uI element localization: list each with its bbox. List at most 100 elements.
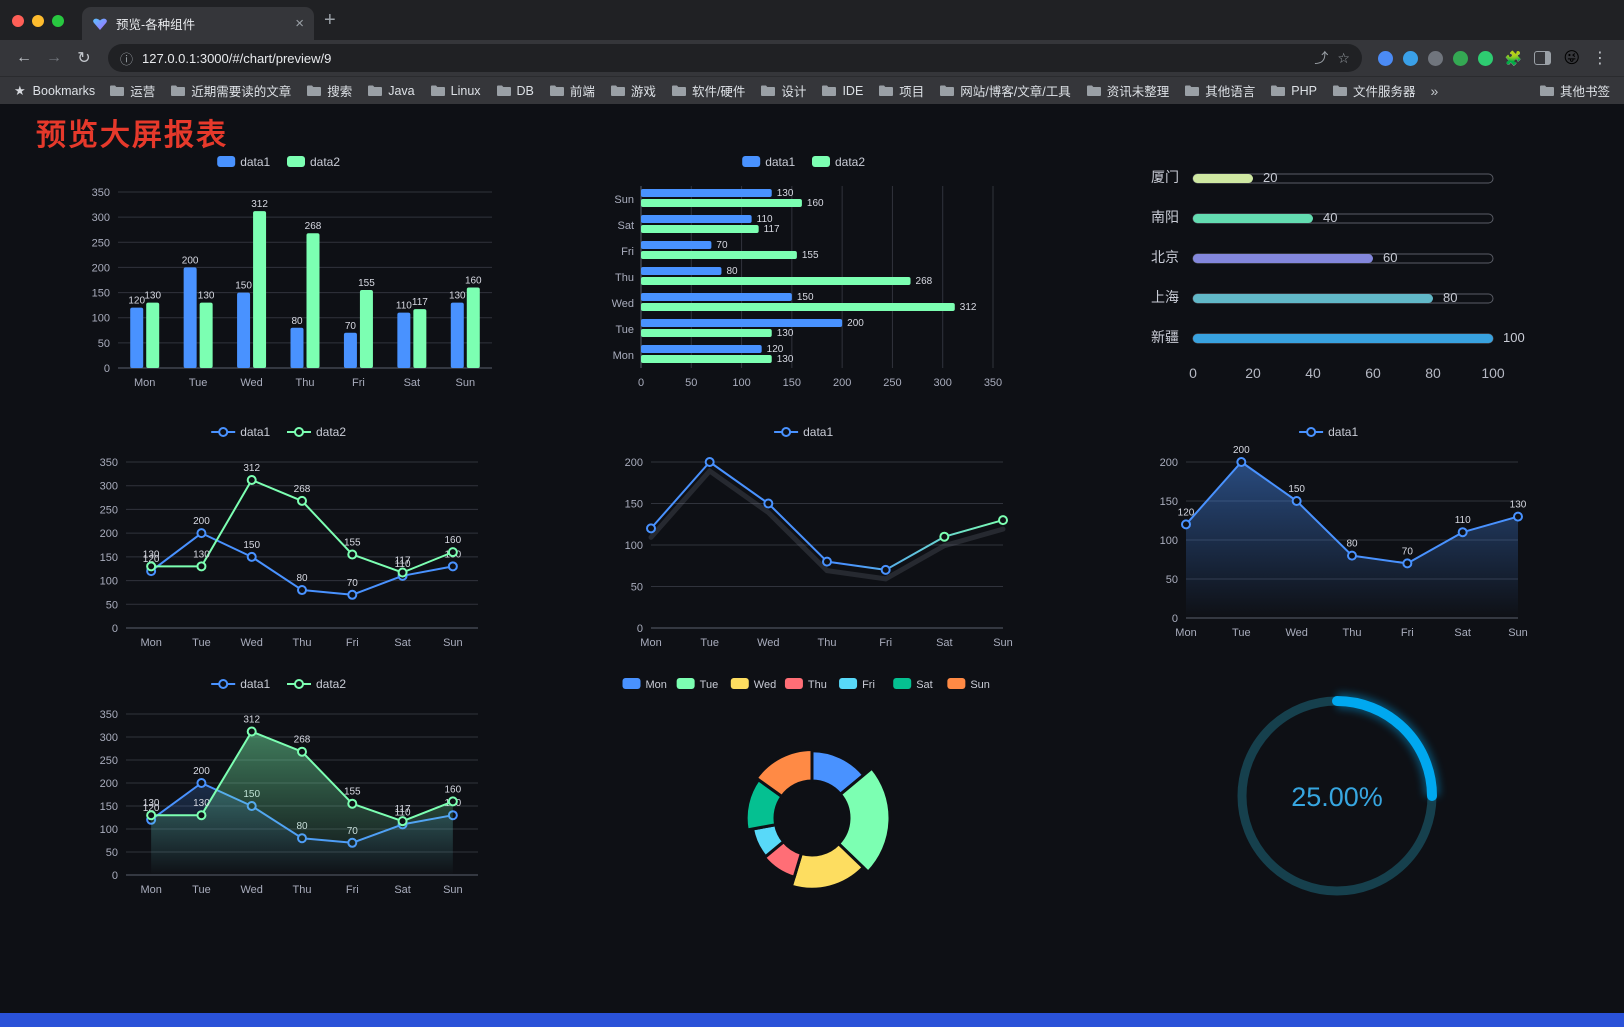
bookmark-folder[interactable]: 软件/硬件 [671, 81, 745, 100]
svg-text:300: 300 [99, 732, 117, 744]
folder-icon [822, 85, 837, 96]
svg-text:Tue: Tue [192, 884, 211, 896]
folder-icon [496, 85, 511, 96]
extension-icon-1[interactable] [1377, 50, 1393, 66]
bookmark-folder[interactable]: 设计 [761, 81, 806, 100]
svg-text:Wed: Wed [240, 377, 262, 389]
svg-text:Thu: Thu [808, 679, 827, 691]
forward-button[interactable]: → [46, 49, 62, 66]
bookmark-star-icon[interactable]: ☆ [1337, 49, 1350, 66]
svg-text:120: 120 [128, 296, 145, 307]
bookmark-folder[interactable]: 资讯未整理 [1086, 81, 1170, 100]
svg-text:120: 120 [142, 554, 159, 565]
city-progress-svg: 厦门 20 南阳 40 北京 60 上海 80 新疆 100 0 20 40 60 80 100 [1151, 169, 1525, 381]
svg-text:Tue: Tue [700, 637, 719, 649]
folder-icon [940, 85, 955, 96]
bookmark-folder[interactable]: PHP [1271, 84, 1317, 98]
svg-text:Sun: Sun [455, 377, 475, 389]
svg-text:Mon: Mon [140, 884, 161, 896]
bookmark-folder[interactable]: 搜索 [307, 81, 352, 100]
bookmark-folder[interactable]: Java [368, 83, 415, 98]
share-icon[interactable]: ⤴ [1314, 50, 1329, 66]
bookmark-folder[interactable]: 项目 [879, 81, 924, 100]
bookmark-folder[interactable]: 运营 [110, 81, 155, 100]
extensions-puzzle-icon[interactable]: 🧩 [1504, 49, 1523, 66]
other-bookmarks[interactable]: 其他书签 [1539, 81, 1610, 100]
other-bookmarks-label: 其他书签 [1559, 85, 1610, 99]
bookmarks-overflow-chevron[interactable]: » [1430, 82, 1439, 99]
bookmark-folder[interactable]: DB [496, 84, 534, 98]
folder-icon [671, 85, 686, 96]
bookmarks-star-icon[interactable]: ★ [14, 82, 26, 98]
svg-text:200: 200 [193, 766, 210, 777]
bookmark-folder[interactable]: 游戏 [610, 81, 656, 100]
bookmark-label: 资讯未整理 [1106, 85, 1170, 99]
svg-text:300: 300 [934, 377, 952, 389]
bookmark-folder[interactable]: 近期需要读的文章 [171, 81, 291, 100]
tab-favicon [93, 18, 107, 30]
svg-text:Sat: Sat [403, 377, 420, 389]
svg-text:Fri: Fri [879, 637, 892, 649]
extension-icon-5[interactable] [1477, 50, 1493, 66]
svg-text:Thu: Thu [1343, 627, 1362, 639]
url-text[interactable]: 127.0.0.1:3000/#/chart/preview/9 [142, 50, 332, 66]
folder-icon [549, 85, 564, 96]
sidebar-icon[interactable] [1534, 51, 1552, 65]
browser-tab[interactable]: 预览-各种组件 × [82, 7, 314, 40]
tab-close-icon[interactable]: × [295, 15, 304, 32]
svg-text:250: 250 [883, 377, 901, 389]
svg-text:130: 130 [197, 291, 214, 302]
svg-text:Sun: Sun [970, 679, 990, 691]
bookmark-folder[interactable]: 文件服务器 [1332, 81, 1415, 100]
back-button[interactable]: ← [16, 49, 32, 66]
new-tab-button[interactable]: + [324, 9, 336, 31]
svg-text:厦门: 厦门 [1151, 169, 1179, 185]
svg-text:110: 110 [396, 301, 412, 312]
svg-text:Fri: Fri [862, 679, 875, 691]
bookmark-folder[interactable]: 前端 [549, 81, 595, 100]
svg-text:100: 100 [99, 824, 117, 836]
close-window-button[interactable] [12, 15, 24, 27]
site-info-icon[interactable]: ⓘ [120, 51, 134, 67]
svg-text:Sat: Sat [936, 637, 953, 649]
svg-text:312: 312 [251, 199, 268, 210]
svg-text:130: 130 [777, 328, 794, 339]
address-bar[interactable]: ⓘ 127.0.0.1:3000/#/chart/preview/9 ⤴ ☆ [108, 44, 1362, 72]
bookmark-folder[interactable]: IDE [822, 84, 863, 98]
zoom-window-button[interactable] [52, 15, 64, 27]
svg-text:130: 130 [193, 549, 210, 560]
minimize-window-button[interactable] [32, 15, 44, 27]
menu-kebab-icon[interactable]: ⋮ [1592, 50, 1608, 67]
svg-text:Sat: Sat [617, 220, 634, 232]
extension-icon-4[interactable] [1452, 50, 1468, 66]
bookmark-folder[interactable]: 其他语言 [1185, 81, 1255, 100]
svg-text:data2: data2 [835, 155, 865, 169]
extension-icon-2[interactable] [1402, 50, 1418, 66]
svg-text:200: 200 [1160, 457, 1178, 469]
svg-text:130: 130 [142, 798, 159, 809]
svg-text:130: 130 [142, 549, 159, 560]
bookmarks-label[interactable]: Bookmarks [32, 83, 96, 98]
svg-text:Thu: Thu [615, 272, 634, 284]
bookmark-folder[interactable]: Linux [430, 84, 481, 98]
bookmark-label: Java [388, 83, 415, 98]
line-gradient-svg: data1 0 50 100 150 200 Mon Tue Wed Thu Fri Sat Sun [625, 425, 1013, 649]
svg-text:268: 268 [293, 484, 310, 495]
chart-line-gradient: data1 0 50 100 150 200 Mon Tue Wed Thu Fri Sat Sun [607, 418, 1017, 658]
chart-grouped-bar: data1 data2 0 50 100 150 200 250 300 350 Mon Tue Wed… [72, 148, 502, 398]
svg-text:150: 150 [99, 801, 117, 813]
profile-avatar[interactable]: 😜 [1563, 50, 1580, 67]
bookmark-folder[interactable]: 网站/博客/文章/工具 [940, 81, 1071, 100]
svg-text:160: 160 [444, 535, 461, 546]
svg-text:268: 268 [304, 221, 321, 232]
svg-text:160: 160 [444, 784, 461, 795]
svg-text:data2: data2 [310, 155, 340, 169]
extension-icon-3[interactable] [1427, 50, 1443, 66]
svg-text:350: 350 [99, 709, 117, 721]
reload-button[interactable]: ↻ [77, 50, 91, 67]
svg-text:50: 50 [685, 377, 697, 389]
svg-text:50: 50 [1166, 574, 1178, 586]
svg-text:100: 100 [99, 576, 117, 588]
svg-text:130: 130 [1510, 500, 1527, 511]
